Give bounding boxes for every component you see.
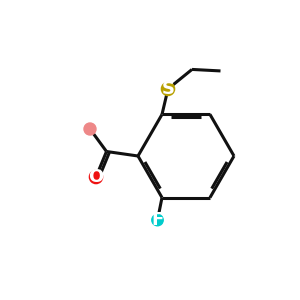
- Circle shape: [161, 82, 175, 95]
- Circle shape: [89, 170, 103, 184]
- Text: F: F: [152, 211, 164, 229]
- Text: O: O: [88, 168, 104, 186]
- Circle shape: [84, 123, 96, 135]
- Circle shape: [152, 214, 163, 226]
- Text: S: S: [161, 80, 175, 98]
